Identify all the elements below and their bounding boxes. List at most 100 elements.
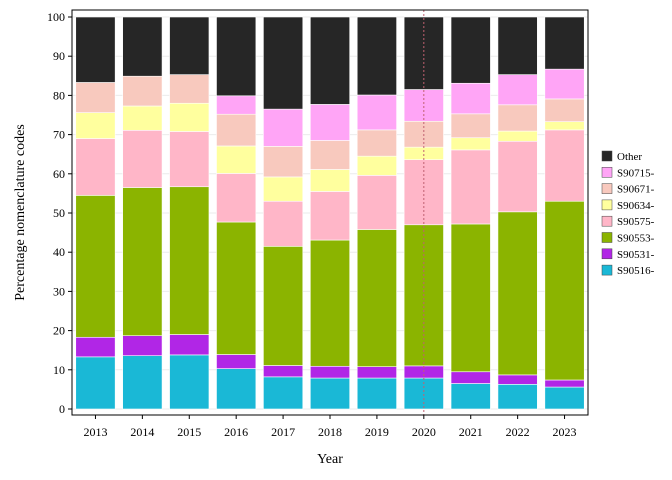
bar-segment-2013-0	[75, 356, 116, 410]
bar-segment-2019-5	[356, 129, 397, 157]
y-tick-label: 100	[47, 10, 65, 24]
y-tick-label: 50	[53, 206, 65, 220]
legend-swatch	[601, 264, 613, 276]
bar-segment-2017-6	[263, 108, 304, 147]
bar-segment-2023-4	[544, 121, 585, 131]
bar-segment-2021-2	[450, 223, 491, 373]
bar-segment-2021-7	[450, 16, 491, 84]
bar-segment-2013-2	[75, 195, 116, 338]
y-tick-label: 30	[53, 284, 65, 298]
x-tick-label: 2014	[130, 425, 154, 439]
bar-segment-2015-1	[169, 334, 210, 356]
legend-label: S90715-	[617, 167, 655, 179]
legend-swatch	[601, 150, 613, 162]
bar-segment-2018-5	[309, 140, 351, 170]
legend-label: Other	[617, 151, 642, 163]
y-axis-title: Percentage nomenclature codes	[13, 124, 28, 300]
bar-segment-2023-6	[544, 68, 585, 100]
bar-segment-2016-6	[216, 95, 257, 115]
bar-segment-2018-6	[309, 104, 351, 141]
bar-segment-2019-4	[356, 155, 397, 176]
bar-segment-2013-1	[75, 336, 116, 358]
bar-segment-2021-6	[450, 82, 491, 115]
legend-label: S90553-	[617, 233, 655, 245]
bar-segment-2021-5	[450, 113, 491, 139]
bar-segment-2019-0	[356, 377, 397, 410]
bar-segment-2017-7	[263, 16, 304, 110]
bar-segment-2015-7	[169, 16, 210, 75]
bar-segment-2023-0	[544, 386, 585, 410]
bar-segment-2021-3	[450, 149, 491, 225]
bar-segment-2014-0	[122, 355, 163, 410]
bar-segment-2019-7	[356, 16, 397, 96]
bar-segment-2013-4	[75, 112, 116, 139]
legend-label: S90516-	[617, 265, 655, 277]
bar-segment-2017-1	[263, 365, 304, 378]
legend-swatch	[601, 199, 613, 211]
bar-segment-2015-5	[169, 74, 210, 104]
bar-segment-2016-1	[216, 354, 257, 369]
bar-segment-2014-4	[122, 105, 163, 131]
legend-label: S90634-	[617, 200, 655, 212]
bar-segment-2013-5	[75, 82, 116, 113]
bar-segment-2013-3	[75, 138, 116, 196]
bar-segment-2017-5	[263, 146, 304, 178]
x-axis: 2013 2014 2015 2016 2017 2018 2019 2020 2021 2022…	[83, 415, 577, 439]
bar-segment-2017-3	[263, 200, 304, 247]
x-tick-label: 2023	[553, 425, 577, 439]
x-tick-label: 2013	[83, 425, 107, 439]
x-tick-label: 2021	[459, 425, 483, 439]
legend-label: S90575-	[617, 216, 655, 228]
x-tick-label: 2015	[177, 425, 201, 439]
bar-segment-2017-4	[263, 176, 304, 202]
y-tick-label: 80	[53, 88, 65, 102]
legend-label: S90531-	[617, 249, 655, 261]
y-axis: 0 10 20 30 40 50 60 70 80 90 100	[47, 10, 72, 416]
bar-segment-2022-0	[497, 384, 538, 410]
y-tick-label: 60	[53, 167, 65, 181]
bar-segment-2017-0	[263, 376, 304, 410]
bar-segment-2018-4	[309, 169, 351, 192]
y-tick-label: 70	[53, 128, 65, 142]
bar-segment-2019-3	[356, 175, 397, 230]
bar-segment-2015-4	[169, 102, 210, 132]
bar-segment-2016-5	[216, 113, 257, 147]
bar-segment-2023-5	[544, 98, 585, 122]
bar-segment-2023-1	[544, 379, 585, 388]
legend-swatch	[601, 215, 613, 227]
y-tick-label: 10	[53, 363, 65, 377]
bar-segment-2018-3	[309, 191, 351, 241]
bar-segment-2016-4	[216, 145, 257, 174]
bar-segment-2017-2	[263, 246, 304, 366]
bar-segment-2014-7	[122, 16, 163, 77]
bar-segment-2023-7	[544, 16, 585, 70]
x-tick-label: 2017	[271, 425, 295, 439]
bar-segment-2016-2	[216, 221, 257, 355]
bar-segment-2022-7	[497, 16, 538, 75]
bar-segment-2022-1	[497, 374, 538, 385]
bar-segment-2020-4	[403, 146, 444, 160]
x-axis-title: Year	[317, 452, 343, 467]
bar-segment-2022-4	[497, 130, 538, 142]
bar-segment-2021-1	[450, 371, 491, 384]
bar-segment-2021-4	[450, 137, 491, 151]
bar-segment-2018-1	[309, 365, 351, 379]
legend-swatch	[601, 167, 613, 178]
bar-segment-2022-5	[497, 104, 538, 132]
bar-segment-2023-3	[544, 129, 585, 202]
bar-segment-2019-2	[356, 229, 397, 367]
bar-segment-2014-2	[122, 187, 163, 336]
bar-segment-2013-7	[75, 16, 116, 83]
y-tick-label: 90	[53, 49, 65, 63]
bar-segment-2016-3	[216, 173, 257, 223]
bar-segment-2022-3	[497, 140, 538, 213]
bars-group	[75, 16, 585, 410]
legend-label: S90671-	[617, 184, 655, 196]
x-tick-label: 2016	[224, 425, 248, 439]
bar-segment-2014-5	[122, 75, 163, 107]
bar-segment-2018-2	[309, 239, 351, 367]
legend-swatch	[601, 232, 613, 243]
x-tick-label: 2018	[318, 425, 342, 439]
bar-segment-2015-2	[169, 186, 210, 335]
